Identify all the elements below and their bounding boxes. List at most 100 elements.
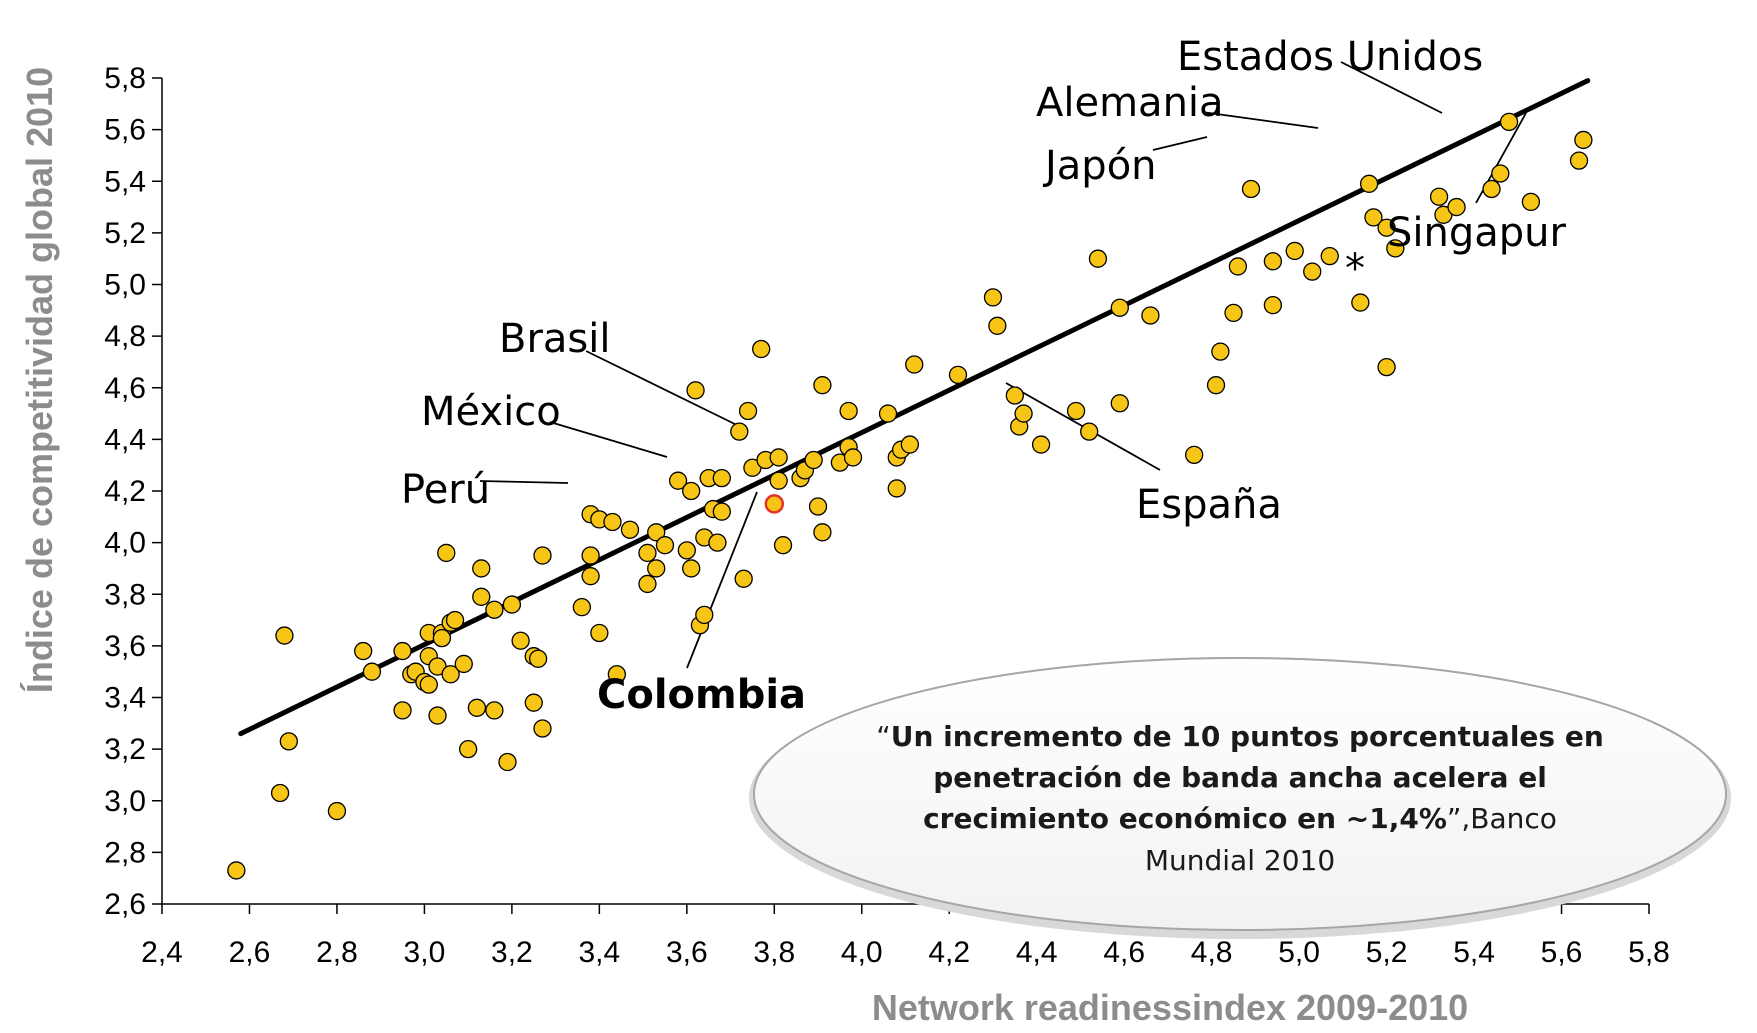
data-point xyxy=(808,497,828,516)
data-point xyxy=(502,595,522,614)
data-point xyxy=(485,600,504,619)
data-point xyxy=(1303,262,1322,281)
data-point xyxy=(1211,342,1230,361)
data-point xyxy=(813,376,832,395)
data-point xyxy=(362,662,382,681)
x-tick-label: 5,2 xyxy=(1366,936,1408,969)
mexico-label: México xyxy=(421,389,561,435)
data-point xyxy=(270,783,290,803)
data-point xyxy=(948,365,968,384)
data-point xyxy=(734,569,753,588)
colombia-point xyxy=(764,494,785,514)
data-point xyxy=(1569,151,1589,170)
colombia-label: Colombia xyxy=(597,672,806,718)
data-point xyxy=(498,752,517,772)
data-point xyxy=(511,631,530,650)
data-point xyxy=(572,598,592,617)
data-point xyxy=(712,502,731,521)
data-point xyxy=(638,543,657,563)
brasil-label: Brasil xyxy=(499,316,610,362)
y-tick-label: 5,4 xyxy=(104,165,146,198)
y-tick-label: 2,6 xyxy=(104,888,146,921)
y-tick-label: 4,4 xyxy=(104,423,146,456)
quote-line-3: crecimiento económico en ~1,4%”,Banco xyxy=(923,802,1557,835)
data-point xyxy=(1080,422,1099,441)
data-point xyxy=(581,546,600,565)
y-tick-label: 3,4 xyxy=(104,682,146,715)
data-point xyxy=(472,559,491,578)
data-point xyxy=(533,546,552,565)
alemania-callout xyxy=(1201,111,1319,129)
y-tick-label: 5,8 xyxy=(104,62,146,95)
data-point xyxy=(983,288,1003,307)
x-tick-label: 3,8 xyxy=(753,936,795,969)
data-point xyxy=(1521,192,1541,212)
data-point xyxy=(773,536,793,555)
data-point xyxy=(1447,197,1466,217)
japon-label: Japón xyxy=(1042,143,1157,189)
x-tick-label: 3,4 xyxy=(578,936,620,969)
quote-bold-3: crecimiento económico en ~1,4% xyxy=(923,802,1447,835)
x-tick-label: 3,2 xyxy=(491,936,533,969)
data-point xyxy=(419,675,438,694)
data-point xyxy=(1574,130,1593,150)
data-point xyxy=(227,861,246,880)
data-point xyxy=(528,649,548,668)
data-point xyxy=(738,401,758,421)
data-point xyxy=(1206,376,1226,395)
singapur-label: Singapur xyxy=(1387,210,1567,256)
data-point xyxy=(279,732,298,751)
data-point xyxy=(327,801,347,821)
data-point xyxy=(467,698,487,717)
data-point xyxy=(769,448,788,467)
data-point xyxy=(432,628,452,648)
data-point xyxy=(524,693,543,712)
data-point xyxy=(437,543,456,563)
data-point xyxy=(682,481,701,501)
y-tick-label: 5,2 xyxy=(104,217,146,250)
y-tick-label: 4,0 xyxy=(104,527,146,560)
data-point xyxy=(686,381,705,400)
data-point xyxy=(769,471,788,490)
data-point xyxy=(485,701,504,720)
data-point xyxy=(533,719,552,738)
data-point xyxy=(1185,445,1204,465)
y-axis-title: Índice de competitividad global 2010 xyxy=(19,67,60,693)
data-point xyxy=(1005,386,1024,405)
data-point xyxy=(708,533,727,552)
data-point xyxy=(752,339,771,359)
data-point xyxy=(620,520,640,539)
x-tick-label: 4,2 xyxy=(928,936,970,969)
x-tick-label: 5,6 xyxy=(1541,936,1583,969)
data-point xyxy=(393,701,412,720)
data-point xyxy=(581,567,600,586)
brasil-callout xyxy=(585,350,748,431)
data-point xyxy=(878,404,898,423)
quote-line-1: “Un incremento de 10 puntos porcentuales… xyxy=(876,720,1604,753)
quote-box: “Un incremento de 10 puntos porcentuales… xyxy=(749,657,1731,939)
y-tick-label: 4,6 xyxy=(104,372,146,405)
data-point xyxy=(647,523,666,542)
peru-callout xyxy=(479,480,569,484)
data-point xyxy=(1031,435,1051,454)
data-point xyxy=(682,559,701,578)
data-point xyxy=(905,355,924,374)
data-points xyxy=(227,112,1593,880)
japon-callout xyxy=(1152,136,1208,151)
data-point xyxy=(1014,404,1033,423)
data-point xyxy=(1241,179,1261,199)
estados-unidos-label: Estados Unidos xyxy=(1177,34,1483,80)
x-tick-label: 3,6 xyxy=(666,936,708,969)
data-point xyxy=(441,665,460,684)
data-point xyxy=(393,641,412,661)
data-point xyxy=(454,654,473,674)
data-point xyxy=(887,479,906,498)
data-point xyxy=(677,541,696,560)
data-point xyxy=(804,450,823,470)
data-point xyxy=(1359,174,1379,193)
data-point xyxy=(1482,179,1501,199)
x-tick-label: 2,4 xyxy=(141,936,183,969)
data-point xyxy=(843,448,863,467)
tick-labels: 2,6 2,8 3,0 3,2 3,4 3,6 3,8 4,0 4,2 4,4 4,6 4,8 5,0 5… xyxy=(104,62,1670,969)
